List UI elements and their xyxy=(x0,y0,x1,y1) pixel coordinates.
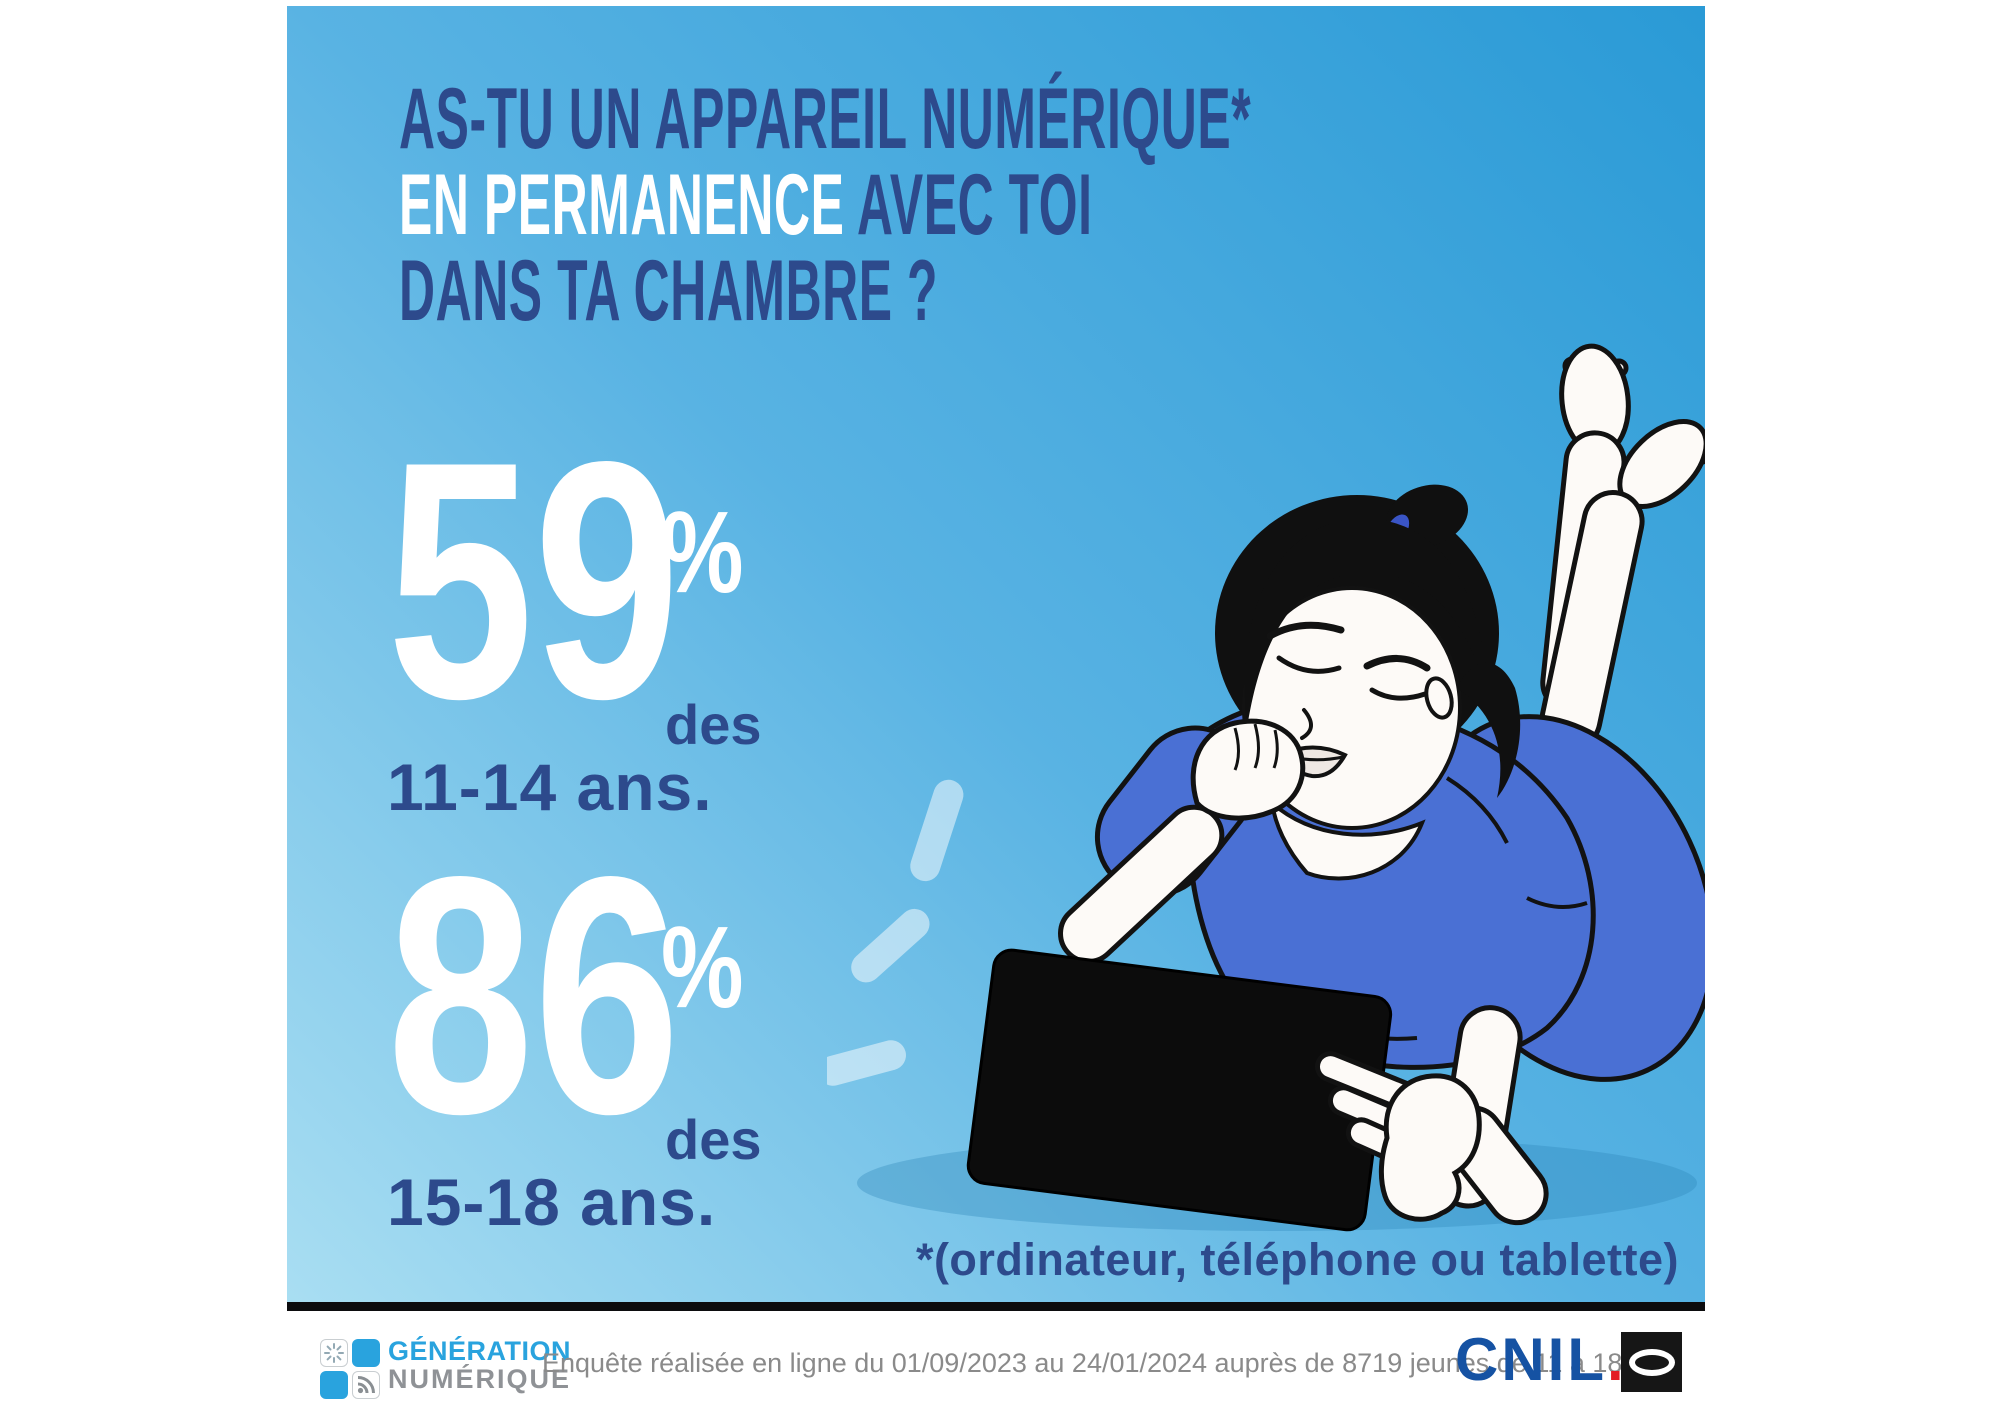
footer-bar: GÉNÉRATION NUMÉRIQUE Enquête réalisée en… xyxy=(287,1311,1705,1411)
screen-glow-rays xyxy=(827,779,964,1086)
lens-ring xyxy=(1628,1348,1675,1376)
logo-square xyxy=(352,1339,380,1367)
cnil-logo: CNIL. xyxy=(1455,1325,1627,1394)
title-line-2: EN PERMANENCE AVEC TOI xyxy=(399,162,1251,248)
girl-with-tablet-illustration xyxy=(827,343,1705,1232)
infographic-card: AS-TU UN APPAREIL NUMÉRIQUE* EN PERMANEN… xyxy=(287,6,1705,1304)
hair-flick xyxy=(1457,662,1521,798)
tablet xyxy=(966,948,1393,1232)
stat-age-group: 11-14 ans. xyxy=(387,750,713,824)
legs xyxy=(1539,343,1705,751)
survey-methodology-text: Enquête réalisée en ligne du 01/09/2023 … xyxy=(542,1348,1681,1378)
title-line-1: AS-TU UN APPAREIL NUMÉRIQUE* xyxy=(399,71,1252,167)
title-line-2-rest: AVEC TOI xyxy=(844,157,1093,253)
title-line-3: DANS TA CHAMBRE ? xyxy=(399,243,939,339)
ear xyxy=(1424,676,1454,720)
question-title: AS-TU UN APPAREIL NUMÉRIQUE* EN PERMANEN… xyxy=(399,76,1705,334)
stat-qualifier: des xyxy=(665,693,762,756)
percent-sign: % xyxy=(661,902,744,1032)
stat-qualifier: des xyxy=(665,1108,762,1171)
percent-sign: % xyxy=(661,487,744,617)
cnil-dot: . xyxy=(1606,1326,1627,1393)
lens-icon xyxy=(1621,1332,1682,1392)
footer-divider xyxy=(287,1302,1705,1311)
rss-icon xyxy=(352,1371,380,1399)
stat-value: 86 xyxy=(387,806,681,1184)
chest-skin xyxy=(1269,797,1426,881)
generation-numerique-wordmark: GÉNÉRATION NUMÉRIQUE xyxy=(388,1337,571,1393)
logo-line-1: GÉNÉRATION xyxy=(388,1336,572,1366)
generation-numerique-logo xyxy=(320,1339,382,1399)
right-hand xyxy=(1314,1051,1549,1226)
stat-age-group: 15-18 ans. xyxy=(387,1165,717,1239)
cnil-wordmark: CNIL xyxy=(1455,1326,1607,1393)
face-features xyxy=(1266,621,1431,740)
stat-value: 59 xyxy=(387,391,681,769)
spinner-icon xyxy=(320,1339,348,1367)
logo-square xyxy=(320,1371,348,1399)
hair-fringe xyxy=(1244,518,1489,728)
title-line-2-emphasis: EN PERMANENCE xyxy=(399,157,845,253)
stat-15-18: 86 % des 15-18 ans. xyxy=(387,806,867,1264)
stat-11-14: 59 % des 11-14 ans. xyxy=(387,391,867,849)
device-footnote: *(ordinateur, téléphone ou tablette) xyxy=(915,1234,1679,1285)
logo-line-2: NUMÉRIQUE xyxy=(388,1364,572,1394)
chin-hand xyxy=(1190,718,1306,821)
